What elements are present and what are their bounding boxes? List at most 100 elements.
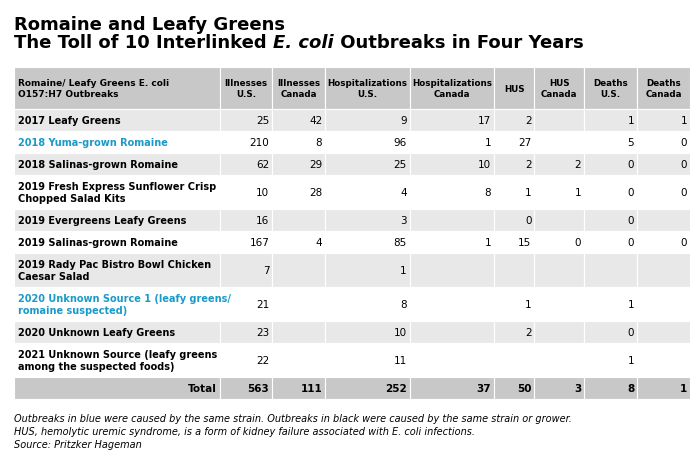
Bar xyxy=(220,175,272,210)
Text: 2021 Unknown Source (leafy greens
among the suspected foods): 2021 Unknown Source (leafy greens among … xyxy=(18,349,217,371)
Text: 8: 8 xyxy=(627,383,634,393)
Text: 25: 25 xyxy=(256,116,270,126)
Bar xyxy=(494,253,534,288)
Text: 210: 210 xyxy=(250,138,270,148)
Text: 252: 252 xyxy=(385,383,407,393)
Text: 0: 0 xyxy=(680,138,687,148)
Bar xyxy=(272,175,326,210)
Text: 8: 8 xyxy=(484,188,491,198)
Bar xyxy=(637,377,690,399)
Text: Deaths
Canada: Deaths Canada xyxy=(645,79,682,99)
Text: 2: 2 xyxy=(575,160,581,169)
Bar xyxy=(220,343,272,377)
Text: 8: 8 xyxy=(400,300,407,309)
Bar xyxy=(272,68,326,110)
Bar xyxy=(326,154,409,175)
Bar xyxy=(220,68,272,110)
Text: 11: 11 xyxy=(393,355,407,365)
Bar xyxy=(584,253,637,288)
Text: Hospitalizations
U.S.: Hospitalizations U.S. xyxy=(328,79,407,99)
Bar xyxy=(272,131,326,154)
Text: E. coli: E. coli xyxy=(273,34,333,52)
Bar xyxy=(584,154,637,175)
Text: 0: 0 xyxy=(628,216,634,225)
Bar xyxy=(220,210,272,232)
Bar xyxy=(14,343,220,377)
Text: 22: 22 xyxy=(256,355,270,365)
Bar xyxy=(14,175,220,210)
Text: 10: 10 xyxy=(393,327,407,337)
Bar xyxy=(584,210,637,232)
Bar xyxy=(14,232,220,253)
Bar xyxy=(410,110,494,131)
Text: 1: 1 xyxy=(484,138,491,148)
Text: 2019 Salinas-grown Romaine: 2019 Salinas-grown Romaine xyxy=(18,238,178,247)
Bar xyxy=(584,343,637,377)
Bar xyxy=(494,154,534,175)
Text: 16: 16 xyxy=(256,216,270,225)
Text: Source: Pritzker Hageman: Source: Pritzker Hageman xyxy=(14,439,141,449)
Bar xyxy=(637,68,690,110)
Bar xyxy=(534,110,584,131)
Bar xyxy=(272,377,326,399)
Text: 2019 Rady Pac Bistro Bowl Chicken
Caesar Salad: 2019 Rady Pac Bistro Bowl Chicken Caesar… xyxy=(18,259,211,282)
Bar xyxy=(14,68,220,110)
Text: Total: Total xyxy=(188,383,216,393)
Bar xyxy=(326,210,409,232)
Bar xyxy=(534,210,584,232)
Text: Illnesses
Canada: Illnesses Canada xyxy=(277,79,321,99)
Bar xyxy=(494,210,534,232)
Bar xyxy=(584,232,637,253)
Text: 0: 0 xyxy=(680,188,687,198)
Text: 2018 Yuma-grown Romaine: 2018 Yuma-grown Romaine xyxy=(18,138,168,148)
Text: 1: 1 xyxy=(484,238,491,247)
Text: 111: 111 xyxy=(300,383,322,393)
Bar xyxy=(326,175,409,210)
Bar xyxy=(272,343,326,377)
Text: 0: 0 xyxy=(525,216,531,225)
Bar xyxy=(637,131,690,154)
Text: The Toll of 10 Interlinked: The Toll of 10 Interlinked xyxy=(14,34,273,52)
Bar xyxy=(534,175,584,210)
Text: 1: 1 xyxy=(627,116,634,126)
Bar xyxy=(272,321,326,343)
Text: 29: 29 xyxy=(309,160,322,169)
Bar xyxy=(410,343,494,377)
Text: 62: 62 xyxy=(256,160,270,169)
Text: Romaine/ Leafy Greens E. coli
O157:H7 Outbreaks: Romaine/ Leafy Greens E. coli O157:H7 Ou… xyxy=(18,79,169,99)
Text: 42: 42 xyxy=(309,116,322,126)
Bar xyxy=(14,210,220,232)
Text: 0: 0 xyxy=(628,188,634,198)
Text: HUS
Canada: HUS Canada xyxy=(541,79,578,99)
Text: 3: 3 xyxy=(574,383,581,393)
Text: 0: 0 xyxy=(575,238,581,247)
Text: 21: 21 xyxy=(256,300,270,309)
Text: 9: 9 xyxy=(400,116,407,126)
Bar xyxy=(584,131,637,154)
Bar xyxy=(637,321,690,343)
Bar xyxy=(584,377,637,399)
Bar xyxy=(272,253,326,288)
Text: Illnesses
U.S.: Illnesses U.S. xyxy=(225,79,267,99)
Bar xyxy=(272,288,326,321)
Text: 10: 10 xyxy=(478,160,491,169)
Bar xyxy=(326,343,409,377)
Bar xyxy=(220,253,272,288)
Text: 2: 2 xyxy=(525,327,531,337)
Bar xyxy=(534,253,584,288)
Bar xyxy=(220,288,272,321)
Bar xyxy=(637,175,690,210)
Bar xyxy=(14,321,220,343)
Text: 96: 96 xyxy=(393,138,407,148)
Bar xyxy=(494,175,534,210)
Text: 1: 1 xyxy=(680,116,687,126)
Bar xyxy=(14,377,220,399)
Bar xyxy=(584,110,637,131)
Bar xyxy=(494,377,534,399)
Bar xyxy=(410,154,494,175)
Bar xyxy=(637,154,690,175)
Bar xyxy=(637,253,690,288)
Bar xyxy=(410,253,494,288)
Text: 0: 0 xyxy=(628,238,634,247)
Text: HUS, hemolytic uremic syndrome, is a form of kidney failure associated with E. c: HUS, hemolytic uremic syndrome, is a for… xyxy=(14,426,475,436)
